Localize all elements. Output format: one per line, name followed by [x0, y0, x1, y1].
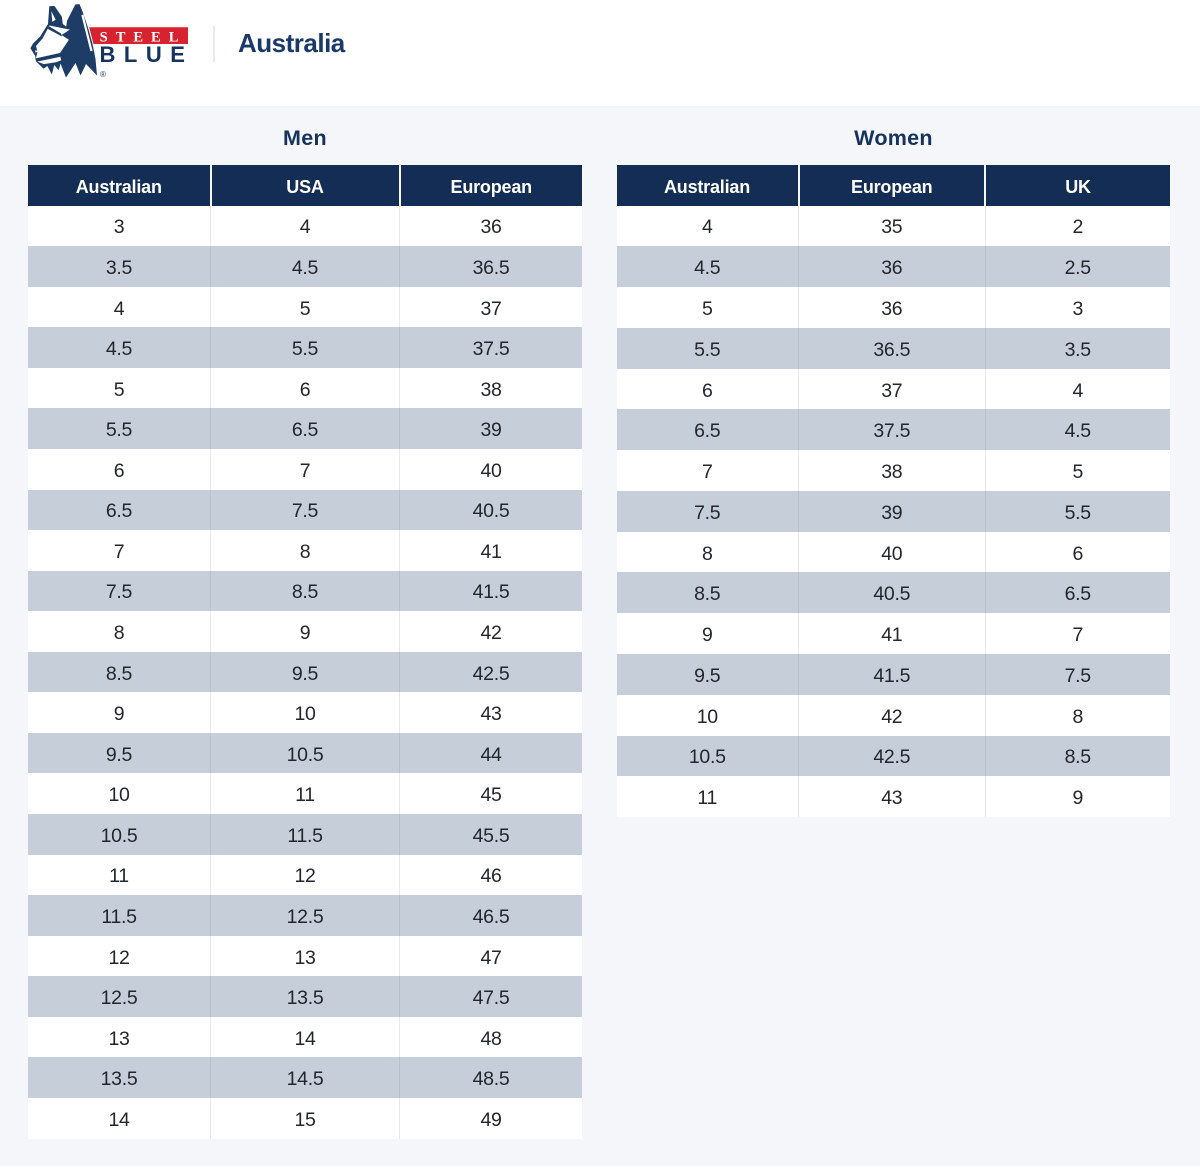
svg-text:BLUE: BLUE [100, 42, 194, 67]
svg-text:STEEL: STEEL [100, 30, 187, 46]
svg-text:®: ® [100, 70, 106, 79]
